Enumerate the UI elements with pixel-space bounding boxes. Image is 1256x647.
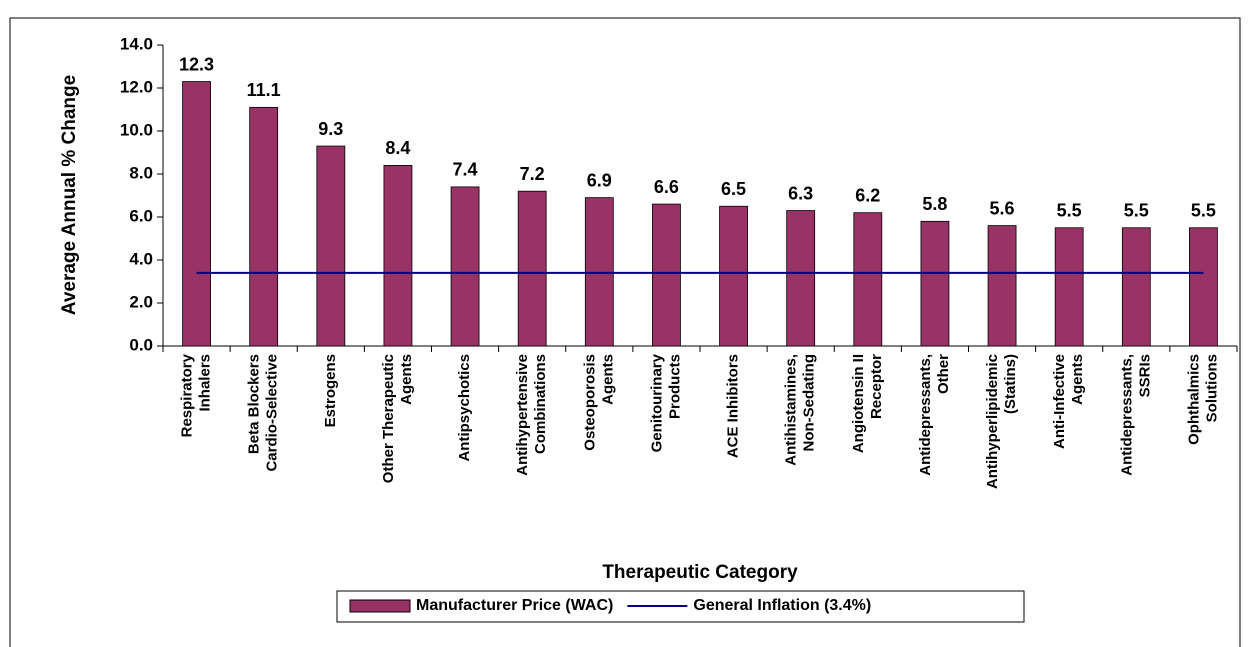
x-tick-label: Inhalers bbox=[197, 354, 214, 412]
bar bbox=[1121, 227, 1151, 347]
bar bbox=[1189, 227, 1218, 347]
bar bbox=[584, 197, 614, 347]
value-label: 5.5 bbox=[1191, 201, 1216, 221]
legend-swatch bbox=[349, 599, 411, 613]
x-tick-label: Antihyperlipidemic bbox=[984, 354, 1001, 489]
bar bbox=[383, 164, 413, 347]
bar bbox=[182, 81, 211, 347]
x-tick-label: Cardio-Selective bbox=[264, 354, 281, 472]
x-tick-label: Respiratory bbox=[179, 353, 196, 437]
x-tick-label: Antipsychotics bbox=[456, 354, 473, 462]
y-axis-title: Average Annual % Change bbox=[59, 75, 80, 315]
value-label: 9.3 bbox=[318, 119, 343, 139]
value-label: 5.5 bbox=[1124, 201, 1149, 221]
value-label: 11.1 bbox=[247, 80, 281, 100]
bar bbox=[920, 220, 950, 347]
y-tick-label: 14.0 bbox=[120, 34, 153, 53]
x-tick-label: Other bbox=[935, 354, 952, 394]
x-tick-label: Agents bbox=[398, 354, 415, 405]
x-tick-label: ACE Inhibitors bbox=[725, 354, 742, 458]
x-tick-label: Other Therapeutic bbox=[380, 354, 397, 483]
x-tick-label: Non-Sedating bbox=[801, 354, 818, 452]
x-tick-label: Agents bbox=[1069, 354, 1086, 405]
value-label: 5.8 bbox=[922, 194, 947, 214]
x-tick-label: Ophthalmics bbox=[1185, 354, 1202, 445]
bar bbox=[517, 190, 547, 347]
value-label: 6.2 bbox=[855, 185, 880, 205]
bar bbox=[316, 145, 346, 347]
value-label: 8.4 bbox=[385, 138, 410, 158]
x-tick-label: Antidepressants, bbox=[1118, 354, 1135, 476]
y-tick-label: 12.0 bbox=[120, 77, 153, 96]
value-label: 12.3 bbox=[179, 54, 214, 74]
bar bbox=[652, 203, 681, 347]
bar bbox=[249, 106, 279, 347]
x-axis-title: Therapeutic Category bbox=[602, 562, 798, 583]
value-label: 6.6 bbox=[654, 177, 679, 197]
x-tick-label: SSRIs bbox=[1136, 354, 1153, 397]
value-label: 7.2 bbox=[520, 164, 545, 184]
x-tick-label: Antidepressants, bbox=[917, 354, 934, 476]
x-tick-label: Beta Blockers bbox=[246, 354, 263, 454]
legend-label: General Inflation (3.4%) bbox=[693, 597, 871, 614]
value-label: 5.5 bbox=[1057, 201, 1082, 221]
x-tick-label: Solutions bbox=[1203, 354, 1220, 422]
y-tick-label: 0.0 bbox=[129, 335, 153, 354]
value-label: 6.3 bbox=[788, 183, 813, 203]
y-tick-label: 8.0 bbox=[129, 163, 153, 182]
bar bbox=[786, 210, 816, 347]
chart-frame bbox=[9, 17, 1241, 647]
x-tick-label: Angiotensin II bbox=[850, 354, 867, 453]
bar bbox=[1054, 227, 1084, 347]
x-tick-label: Combinations bbox=[532, 354, 549, 454]
x-tick-label: Antihypertensive bbox=[514, 354, 531, 476]
value-label: 7.4 bbox=[453, 160, 478, 180]
value-label: 6.9 bbox=[587, 170, 612, 190]
x-tick-label: Genitourinary bbox=[648, 353, 665, 452]
bar bbox=[719, 205, 748, 347]
x-tick-label: (Statins) bbox=[1002, 354, 1019, 414]
x-tick-label: Osteoporosis bbox=[581, 354, 598, 451]
value-label: 5.6 bbox=[990, 198, 1015, 218]
y-tick-label: 2.0 bbox=[129, 292, 153, 311]
bar bbox=[853, 212, 883, 347]
y-tick-label: 6.0 bbox=[129, 206, 153, 225]
y-tick-label: 10.0 bbox=[120, 120, 153, 139]
x-tick-label: Estrogens bbox=[322, 354, 339, 427]
x-tick-label: Anti-Infective bbox=[1051, 354, 1068, 449]
y-tick-label: 4.0 bbox=[129, 249, 153, 268]
x-tick-label: Products bbox=[666, 354, 683, 419]
x-tick-label: Agents bbox=[599, 354, 616, 405]
legend-label: Manufacturer Price (WAC) bbox=[416, 597, 613, 614]
bar bbox=[987, 225, 1017, 347]
bar bbox=[450, 186, 480, 347]
x-tick-label: Antihistamines, bbox=[783, 354, 800, 466]
x-tick-label: Receptor bbox=[868, 354, 885, 419]
value-label: 6.5 bbox=[721, 179, 746, 199]
